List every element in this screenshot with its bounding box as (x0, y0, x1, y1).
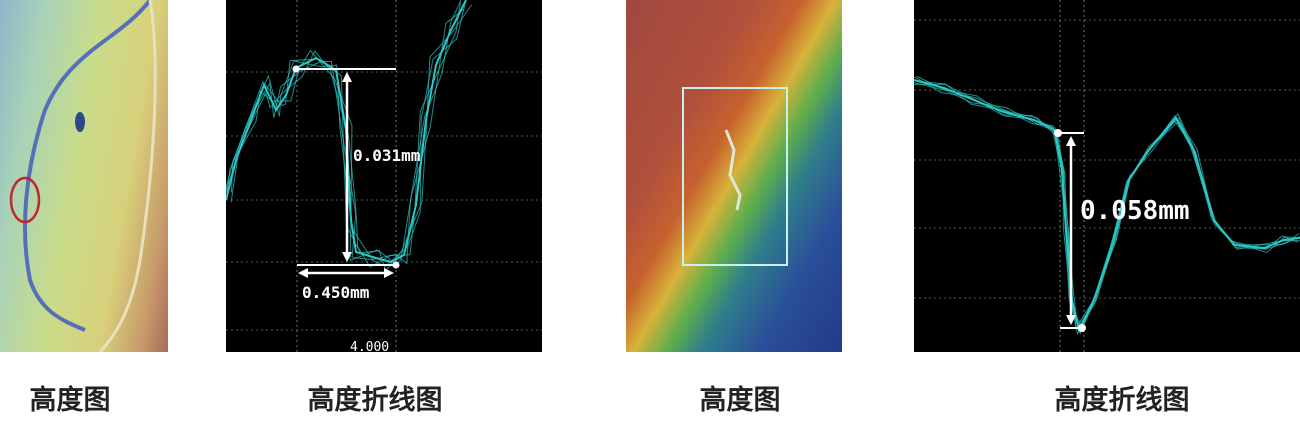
profile-trace (914, 82, 1300, 335)
profile-trace (226, 0, 462, 268)
profile-trace (226, 8, 464, 266)
profile-trace (230, 0, 467, 267)
marker-circle (9, 176, 41, 224)
measure-point (1078, 324, 1086, 332)
boundary-curve (23, 0, 152, 332)
height-map-1 (0, 0, 168, 352)
caption-height-profile-1: 高度折线图 (307, 385, 443, 416)
height-measurement: 0.031mm (353, 146, 421, 165)
profile-trace (230, 4, 473, 272)
defect-mark (724, 129, 742, 211)
arrow-head (1066, 315, 1076, 325)
profile-trace (226, 1, 461, 265)
caption-height-profile-2: 高度折线图 (1054, 385, 1190, 416)
selection-box (682, 87, 788, 266)
height-map-1-overlay (9, 0, 157, 352)
arrow-head (342, 72, 352, 82)
defect-spot (75, 112, 85, 132)
height-profile-chart-2: 0.058mm (914, 0, 1300, 352)
measure-point (1054, 129, 1062, 137)
edge-curve (98, 0, 157, 352)
profile-plot-2 (914, 0, 1300, 352)
arrow-head (1066, 136, 1076, 146)
profile-trace (914, 83, 1300, 330)
height-measurement: 0.058mm (1080, 196, 1190, 226)
height-map-2 (626, 0, 842, 352)
width-measurement: 0.450mm (302, 283, 370, 302)
caption-height-map-2: 高度图 (699, 385, 781, 416)
height-map-2-overlay (682, 87, 788, 266)
measure-point (392, 261, 400, 269)
height-profile-chart-1: 0.031mm 0.450mm 4.000 (226, 0, 542, 352)
arrow-head (298, 268, 308, 278)
caption-height-map-1: 高度图 (29, 385, 111, 416)
arrow-head (342, 252, 352, 262)
arrow-head (384, 268, 394, 278)
measure-point (292, 65, 300, 73)
axis-label: 4.000 (350, 340, 390, 352)
profile-plot-1 (226, 0, 542, 352)
